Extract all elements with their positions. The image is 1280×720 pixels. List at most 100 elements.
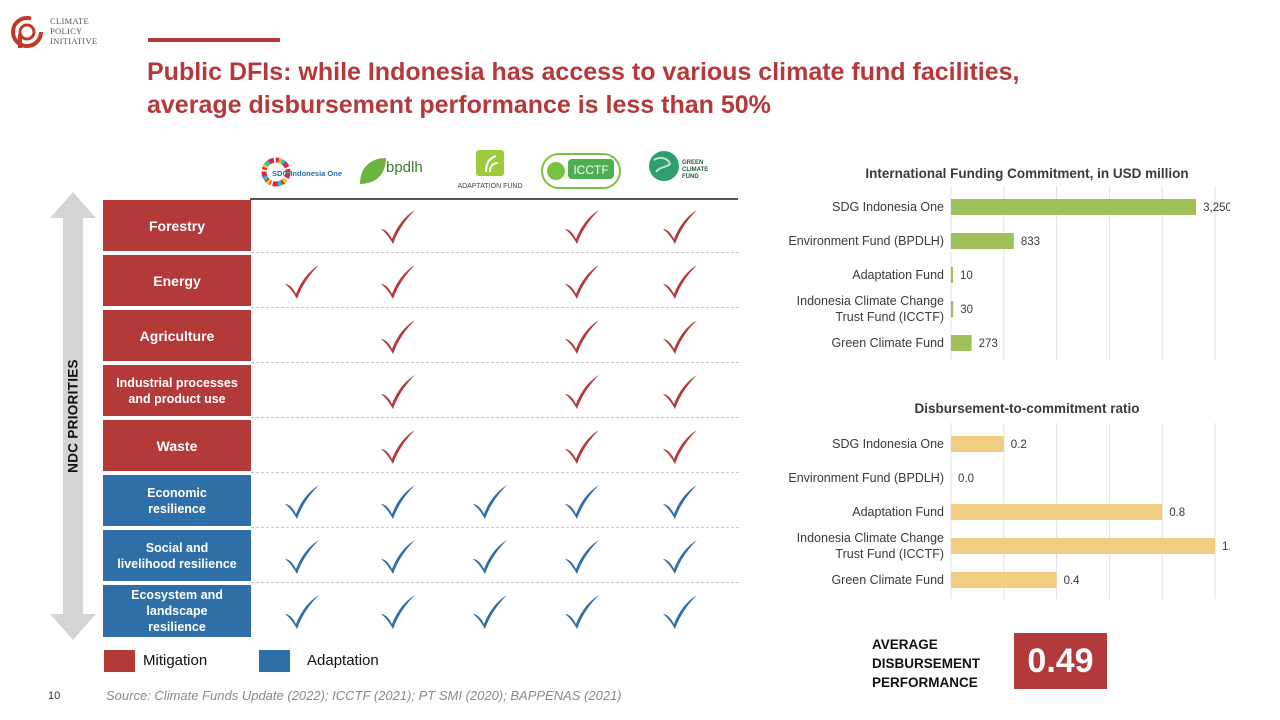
disbursement-ratio-chart: Disbursement-to-commitment ratio 0.2 SDG I… <box>788 401 1230 599</box>
row-label-ecosystem-resilience: Ecosystem and landscape resilience <box>103 585 251 637</box>
legend-mitigation-label: Mitigation <box>143 652 208 669</box>
check-icon-gcf <box>663 265 697 299</box>
row-separator <box>251 527 739 528</box>
funding-commitment-chart: International Funding Commitment, in USD… <box>788 166 1230 360</box>
data-label: 0.0 <box>958 473 974 485</box>
svg-text:ADAPTATION FUND: ADAPTATION FUND <box>457 183 522 190</box>
header-divider <box>250 198 738 200</box>
category-label: Adaptation Fund <box>852 505 944 519</box>
icctf-logo: ICCTF <box>540 146 624 194</box>
bar <box>951 233 1014 249</box>
category-label: Adaptation Fund <box>852 268 944 282</box>
chart-title: International Funding Commitment, in USD… <box>865 166 1188 181</box>
bar <box>951 436 1004 452</box>
check-icon-gcf <box>663 430 697 464</box>
svg-text:FUND: FUND <box>682 174 699 180</box>
page-title: Public DFIs: while Indonesia has access … <box>147 58 1020 119</box>
row-separator <box>251 362 739 363</box>
category-label: Trust Fund (ICCTF) <box>835 310 944 324</box>
icctf-icon <box>547 162 565 180</box>
check-icon-icctf <box>565 485 599 519</box>
svg-text:CLIMATE: CLIMATE <box>682 167 708 173</box>
bar <box>951 335 972 351</box>
legend-adaptation-swatch <box>259 650 290 672</box>
category-label: SDG Indonesia One <box>832 200 944 214</box>
check-icon-af <box>473 540 507 574</box>
check-icon-af <box>473 485 507 519</box>
bar <box>951 199 1197 215</box>
check-icon-gcf <box>663 540 697 574</box>
check-icon-icctf <box>565 210 599 244</box>
cpi-logo-icon <box>11 16 43 48</box>
check-icon-gcf <box>663 320 697 354</box>
check-icon-bpdlh <box>381 430 415 464</box>
category-label: Environment Fund (BPDLH) <box>788 471 944 485</box>
check-icon-icctf <box>565 375 599 409</box>
bar <box>951 267 953 283</box>
data-label: 273 <box>979 338 998 350</box>
row-label-energy: Energy <box>103 255 251 306</box>
cpi-logo: CLIMATE POLICY INITIATIVE <box>10 14 120 54</box>
bar <box>951 504 1163 520</box>
row-label-agriculture: Agriculture <box>103 310 251 361</box>
check-icon-bpdlh <box>381 265 415 299</box>
category-label: Indonesia Climate Change <box>797 294 944 308</box>
check-icon-af <box>473 595 507 629</box>
check-icon-bpdlh <box>381 540 415 574</box>
svg-text:GREEN: GREEN <box>682 160 703 166</box>
category-label: Indonesia Climate Change <box>797 531 944 545</box>
data-label: 10 <box>960 270 973 282</box>
title-rule <box>148 38 280 42</box>
check-icon-sdg <box>285 265 319 299</box>
page-number: 10 <box>48 690 61 702</box>
average-performance-label: AVERAGE DISBURSEMENT PERFORMANCE <box>872 637 981 690</box>
ndc-arrow <box>50 192 96 640</box>
bar <box>951 538 1215 554</box>
cpi-logo-text: CLIMATE POLICY INITIATIVE <box>50 16 98 46</box>
svg-text:ICCTF: ICCTF <box>573 163 608 177</box>
check-icon-gcf <box>663 210 697 244</box>
check-icon-bpdlh <box>381 210 415 244</box>
row-label-waste: Waste <box>103 420 251 471</box>
data-label: 30 <box>960 304 973 316</box>
data-label: 0.2 <box>1011 439 1027 451</box>
check-icon-sdg <box>285 540 319 574</box>
check-icon-gcf <box>663 595 697 629</box>
check-icon-icctf <box>565 595 599 629</box>
check-icon-bpdlh <box>381 595 415 629</box>
category-label: SDG Indonesia One <box>832 437 944 451</box>
row-label-social-resilience: Social and livelihood resilience <box>103 530 251 581</box>
source-note: Source: Climate Funds Update (2022); ICC… <box>106 688 622 703</box>
bpdlh-logo: bpdlh <box>356 146 436 194</box>
data-label: 3,250 <box>1203 202 1230 214</box>
row-label-economic-resilience: Economic resilience <box>103 475 251 526</box>
bar <box>951 572 1057 588</box>
row-separator <box>251 417 739 418</box>
category-label: Green Climate Fund <box>831 573 944 587</box>
adaptation-fund-logo: ADAPTATION FUND <box>450 146 530 194</box>
bar <box>951 301 954 317</box>
ndc-priorities-label: NDC PRIORITIES <box>65 359 81 473</box>
check-icon-icctf <box>565 430 599 464</box>
data-label: 0.4 <box>1064 575 1081 587</box>
adaptation-fund-icon <box>476 150 504 176</box>
check-icon-sdg <box>285 595 319 629</box>
check-icon-bpdlh <box>381 485 415 519</box>
data-label: 1.0 <box>1222 541 1230 553</box>
check-icon-bpdlh <box>381 320 415 354</box>
row-separator <box>251 472 739 473</box>
sdg-wheel-icon <box>261 157 291 187</box>
grid-lines <box>950 186 1216 360</box>
svg-text:SDG Indonesia One: SDG Indonesia One <box>272 169 342 178</box>
leaf-icon <box>360 158 386 184</box>
check-icon-icctf <box>565 540 599 574</box>
data-label: 0.8 <box>1169 507 1185 519</box>
category-label: Environment Fund (BPDLH) <box>788 234 944 248</box>
row-separator <box>251 582 739 583</box>
sdg-indonesia-one-logo: SDG Indonesia One <box>258 146 350 194</box>
legend-adaptation-label: Adaptation <box>307 652 379 669</box>
legend-mitigation-swatch <box>104 650 135 672</box>
svg-text:bpdlh: bpdlh <box>386 159 423 176</box>
check-icon-icctf <box>565 265 599 299</box>
check-icon-gcf <box>663 375 697 409</box>
